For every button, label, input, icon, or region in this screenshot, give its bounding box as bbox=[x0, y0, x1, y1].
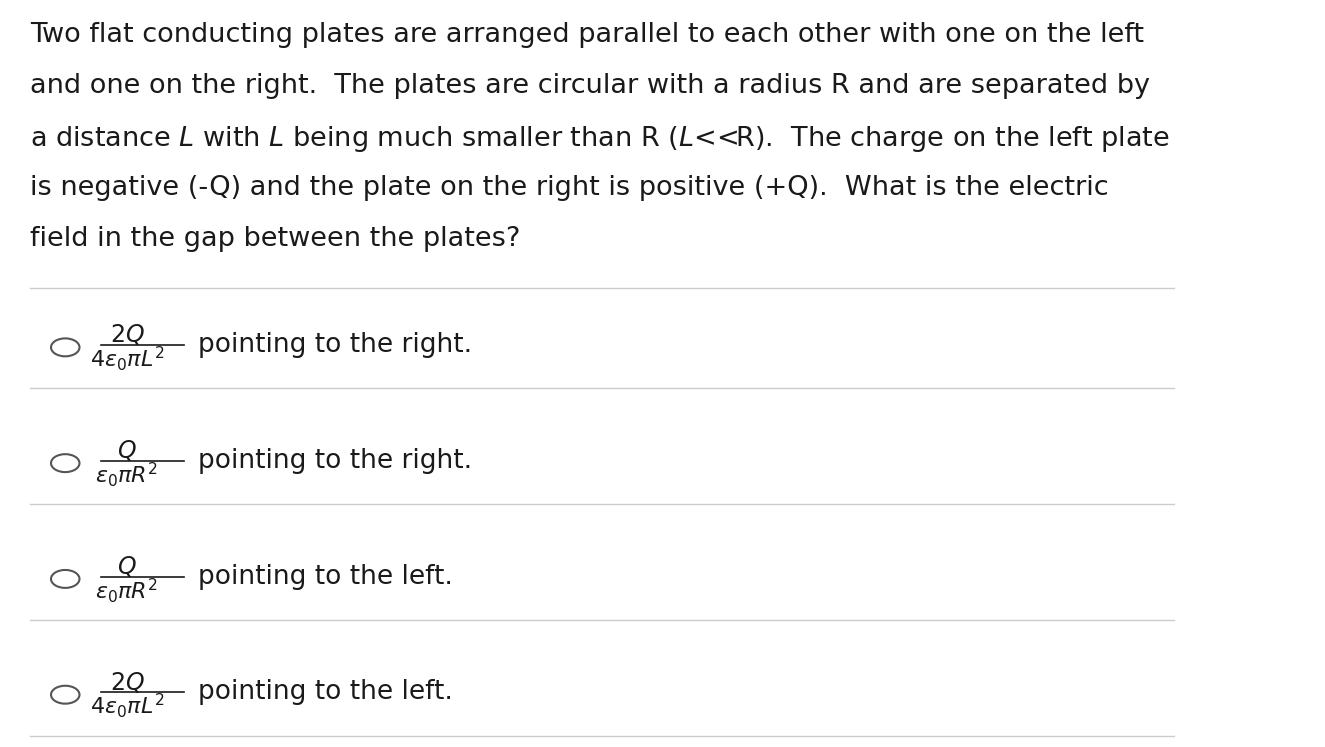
Text: pointing to the left.: pointing to the left. bbox=[199, 564, 453, 589]
Text: $\epsilon_0 \pi R^2$: $\epsilon_0 \pi R^2$ bbox=[95, 576, 159, 604]
Text: $\epsilon_0 \pi R^2$: $\epsilon_0 \pi R^2$ bbox=[95, 460, 159, 489]
Text: pointing to the right.: pointing to the right. bbox=[199, 448, 472, 474]
Text: $2Q$: $2Q$ bbox=[110, 669, 144, 695]
Text: a distance $L$ with $L$ being much smaller than R ($L$<<R).  The charge on the l: a distance $L$ with $L$ being much small… bbox=[29, 124, 1170, 154]
Text: $4\epsilon_0 \pi L^2$: $4\epsilon_0 \pi L^2$ bbox=[90, 692, 164, 720]
Text: $4\epsilon_0 \pi L^2$: $4\epsilon_0 \pi L^2$ bbox=[90, 344, 164, 373]
Text: field in the gap between the plates?: field in the gap between the plates? bbox=[29, 226, 519, 252]
Text: is negative (-Q) and the plate on the right is positive (+Q).  What is the elect: is negative (-Q) and the plate on the ri… bbox=[29, 175, 1108, 201]
Text: pointing to the left.: pointing to the left. bbox=[199, 680, 453, 705]
Text: $Q$: $Q$ bbox=[117, 438, 136, 463]
Text: and one on the right.  The plates are circular with a radius R and are separated: and one on the right. The plates are cir… bbox=[29, 73, 1150, 99]
Text: Two flat conducting plates are arranged parallel to each other with one on the l: Two flat conducting plates are arranged … bbox=[29, 22, 1143, 49]
Text: $2Q$: $2Q$ bbox=[110, 322, 144, 347]
Text: $Q$: $Q$ bbox=[117, 554, 136, 579]
Text: pointing to the right.: pointing to the right. bbox=[199, 332, 472, 358]
